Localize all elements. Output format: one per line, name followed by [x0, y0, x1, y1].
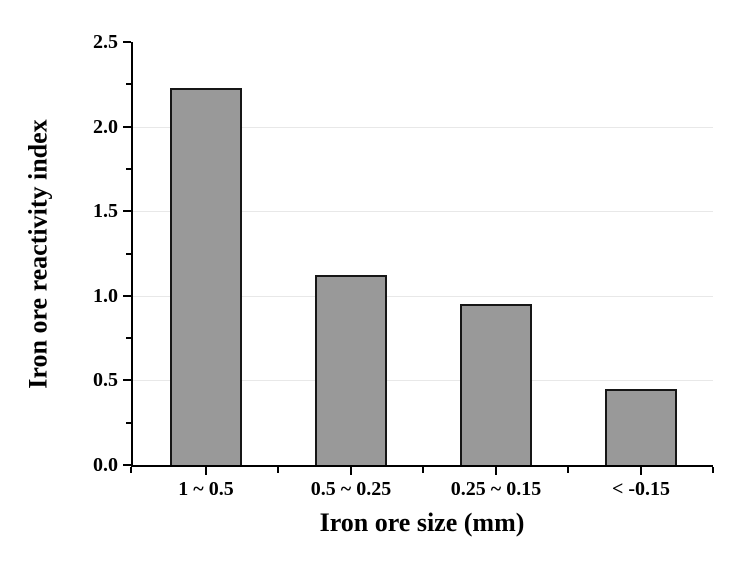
- y-tick-label: 1.5: [93, 200, 118, 222]
- x-boundary-tick-0: [130, 467, 132, 473]
- x-major-tick-< -0.15: [640, 467, 642, 475]
- bar-0.25 ~ 0.15: [460, 304, 532, 465]
- x-tick-label: < -0.15: [611, 478, 671, 500]
- x-boundary-tick-4: [712, 467, 714, 473]
- x-boundary-tick-1: [277, 467, 279, 473]
- bar-< -0.15: [605, 389, 677, 465]
- y-minor-tick-1.25: [126, 253, 131, 255]
- y-minor-tick-2.25: [126, 83, 131, 85]
- x-boundary-tick-3: [567, 467, 569, 473]
- x-tick-label: 0.25 ~ 0.15: [450, 478, 542, 500]
- y-major-tick-2.5: [123, 41, 131, 43]
- y-major-tick-1: [123, 295, 131, 297]
- y-tick-label: 0.0: [93, 454, 118, 476]
- x-major-tick-1 ~ 0.5: [205, 467, 207, 475]
- gridline-y-1: [133, 296, 713, 297]
- y-tick-label: 2.0: [93, 116, 118, 138]
- y-major-tick-1.5: [123, 210, 131, 212]
- y-major-tick-0: [123, 464, 131, 466]
- x-major-tick-0.25 ~ 0.15: [495, 467, 497, 475]
- y-tick-label: 0.5: [93, 369, 118, 391]
- gridline-y-1.5: [133, 211, 713, 212]
- y-tick-label: 1.0: [93, 285, 118, 307]
- x-tick-label: 0.5 ~ 0.25: [310, 478, 392, 500]
- y-axis-title: Iron ore reactivity index: [23, 119, 53, 389]
- x-major-tick-0.5 ~ 0.25: [350, 467, 352, 475]
- bar-0.5 ~ 0.25: [315, 275, 387, 465]
- gridline-y-0.5: [133, 380, 713, 381]
- y-major-tick-0.5: [123, 379, 131, 381]
- x-tick-label: 1 ~ 0.5: [178, 478, 234, 500]
- y-major-tick-2: [123, 126, 131, 128]
- x-boundary-tick-2: [422, 467, 424, 473]
- x-axis-title: Iron ore size (mm): [319, 508, 525, 537]
- y-minor-tick-0.75: [126, 337, 131, 339]
- y-tick-label: 2.5: [93, 31, 118, 53]
- y-minor-tick-1.75: [126, 168, 131, 170]
- bar-1 ~ 0.5: [170, 88, 242, 465]
- gridline-y-2: [133, 127, 713, 128]
- plot-area: [131, 42, 713, 467]
- y-minor-tick-0.25: [126, 422, 131, 424]
